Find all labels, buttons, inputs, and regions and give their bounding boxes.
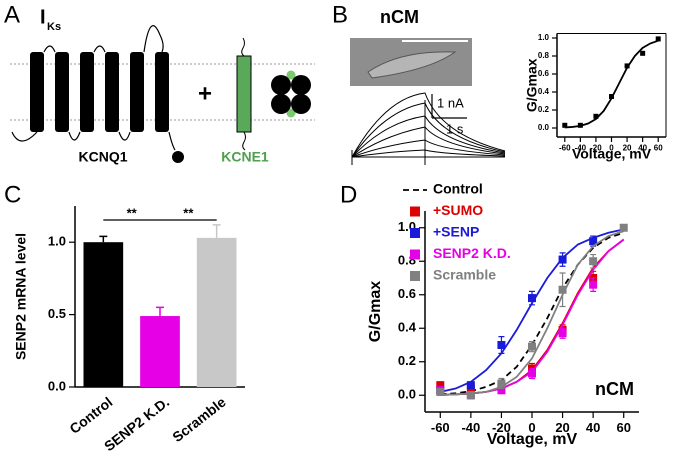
y-tick-label: 0.2 (538, 105, 550, 114)
legend-label: +SENP (433, 224, 479, 240)
x-tick-label: 20 (555, 420, 569, 435)
data-point (655, 36, 661, 42)
y-axis-label: G/Gmax (367, 281, 384, 342)
bar (196, 237, 237, 387)
y-tick-label: 0.5 (48, 306, 66, 321)
panel-label: D (340, 181, 357, 208)
x-tick-label: 60 (616, 420, 630, 435)
data-point (436, 387, 445, 396)
panel-label: C (4, 181, 21, 208)
legend-label: +SUMO (433, 202, 483, 218)
data-point (466, 381, 475, 390)
channel-top-view (271, 70, 311, 118)
error-bar (212, 224, 221, 238)
error-bar (156, 306, 164, 317)
data-point (497, 341, 506, 349)
data-point (593, 113, 599, 119)
y-axis-label: G/Gmax (524, 58, 540, 112)
annotation: nCM (595, 379, 634, 399)
legend-marker (410, 249, 420, 260)
y-tick-label: 0.8 (538, 51, 550, 60)
x-tick-label: -60 (559, 144, 571, 153)
y-axis-label: SENP2 mRNA level (13, 233, 29, 360)
x-tick-label: 0 (528, 420, 535, 435)
bar (140, 316, 180, 387)
kcne1-subunit (236, 37, 252, 151)
legend-label: SENP2 K.D. (433, 245, 511, 261)
data-point (589, 257, 598, 266)
error-bar (99, 235, 108, 243)
data-point (497, 379, 506, 388)
x-tick-label: 40 (586, 420, 600, 435)
data-point (528, 342, 536, 351)
current-traces (351, 92, 506, 165)
x-axis-label: Voltage, mV (487, 431, 578, 448)
kcnq1-channel (11, 25, 184, 163)
data-point (577, 122, 583, 128)
x-tick-label: -40 (461, 420, 480, 435)
cell-image (350, 38, 472, 86)
kcnq1-label: KCNQ1 (78, 149, 127, 165)
x-tick-label: 20 (623, 144, 632, 153)
x-tick-label: -20 (492, 420, 511, 435)
data-point (609, 94, 614, 99)
scale-time: 1 s (446, 121, 464, 136)
current-subscript: Ks (47, 21, 61, 33)
kcne1-label: KCNE1 (221, 149, 269, 165)
y-tick-label: 0.2 (398, 353, 416, 368)
data-point (466, 391, 475, 400)
y-tick-label: 0.4 (538, 87, 550, 96)
data-point (558, 255, 567, 264)
y-tick-label: 0.0 (398, 387, 416, 402)
data-point (558, 329, 567, 338)
cell-label: nCM (380, 7, 419, 27)
x-tick-label: 0 (609, 144, 614, 153)
y-tick-label: 0.4 (398, 320, 417, 335)
legend-label: Scramble (433, 267, 496, 283)
x-tick-label: Scramble (169, 394, 229, 446)
x-axis-label: Voltage, mV (572, 146, 652, 162)
legend-label: Control (433, 181, 483, 197)
data-point (528, 369, 536, 378)
significance-label: ** (127, 205, 138, 220)
x-tick-label: -40 (575, 144, 587, 153)
data-point (497, 386, 506, 395)
x-tick-label: 40 (638, 144, 647, 153)
x-tick-label: -20 (590, 144, 602, 153)
y-tick-label: 1.0 (48, 234, 66, 249)
current-label: I (40, 6, 46, 28)
data-point (436, 381, 445, 390)
data-point (589, 280, 598, 289)
data-point (562, 122, 568, 128)
legend-marker (410, 206, 420, 217)
panel-label: B (332, 1, 348, 28)
y-tick-label: 0.0 (538, 123, 550, 132)
data-point (589, 237, 598, 246)
x-tick-label: Control (66, 394, 115, 437)
data-point (558, 285, 567, 294)
x-tick-label: -60 (431, 420, 450, 435)
y-tick-label: 0.6 (538, 69, 550, 78)
panel-label: A (4, 1, 20, 28)
scale-current: 1 nA (437, 95, 464, 110)
data-point (624, 63, 630, 69)
data-point (619, 223, 628, 232)
plus-sign: + (198, 80, 212, 107)
significance-label: ** (183, 205, 194, 220)
x-tick-label: 60 (654, 144, 663, 153)
legend-marker (410, 228, 420, 238)
bar (83, 242, 124, 387)
y-tick-label: 0.0 (48, 378, 66, 393)
y-tick-label: 1.0 (538, 33, 550, 42)
data-point (640, 50, 646, 56)
legend-marker (410, 271, 420, 281)
y-tick-label: 0.6 (398, 286, 416, 301)
data-point (528, 294, 536, 303)
